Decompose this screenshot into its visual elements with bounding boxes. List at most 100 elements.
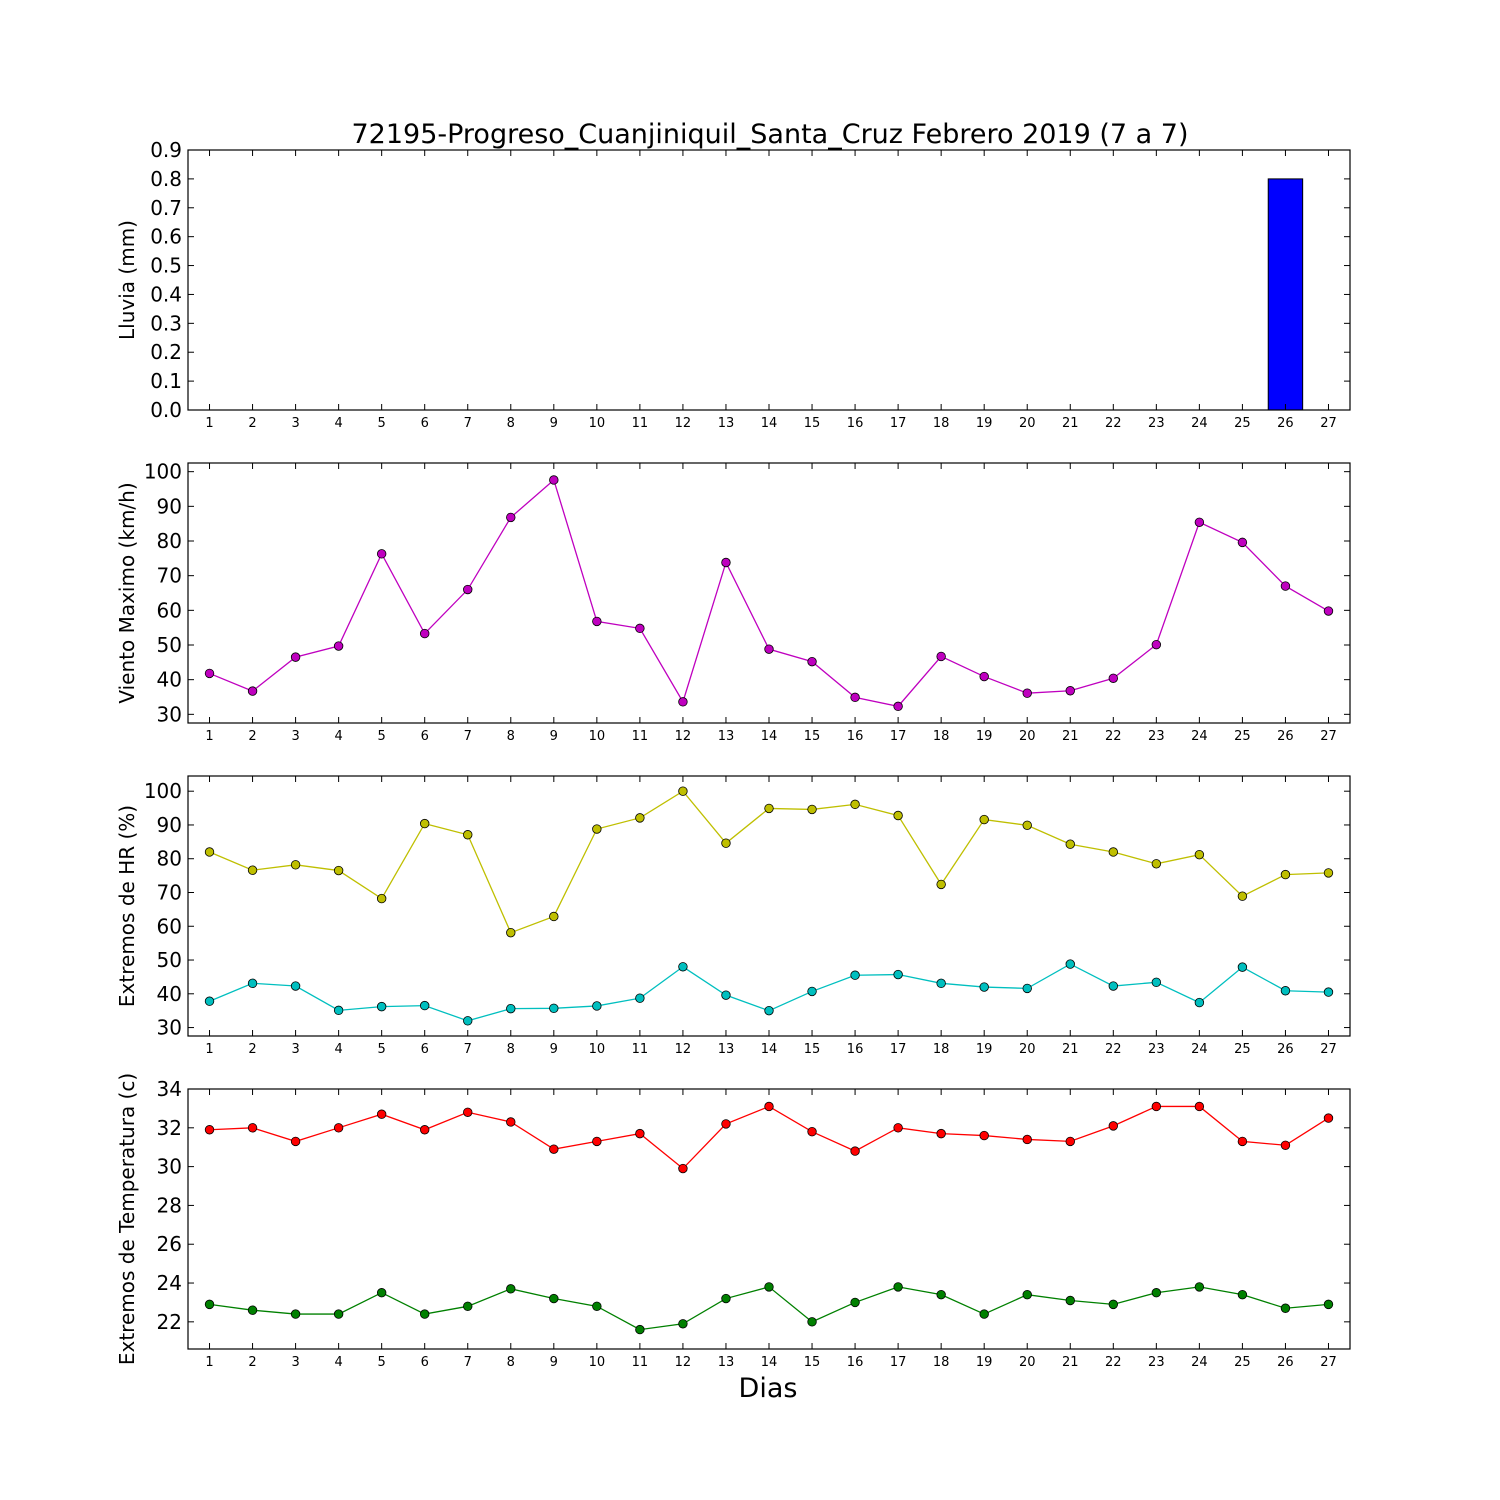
series-1-point-day-20 <box>1022 820 1032 830</box>
x-tick-label: 19 <box>976 1355 993 1370</box>
series-1-point-day-23 <box>1151 639 1162 650</box>
series-1-point-day-4 <box>333 1123 344 1133</box>
series-2-point-day-10 <box>592 1001 602 1011</box>
series-1-point-day-16 <box>850 799 860 810</box>
x-tick-label: 27 <box>1320 416 1337 431</box>
y-tick-label: 28 <box>157 1193 182 1217</box>
x-tick-label: 21 <box>1062 729 1079 744</box>
y-axis-label: Viento Maximo (km/h) <box>115 482 139 703</box>
y-tick-label: 0.9 <box>150 138 182 162</box>
series-2-point-day-7 <box>463 1016 473 1026</box>
series-1-point-day-7 <box>463 830 473 840</box>
series-1-point-day-23 <box>1151 859 1162 869</box>
series-1-point-day-18 <box>936 1128 946 1139</box>
x-tick-label: 13 <box>718 1042 735 1057</box>
y-tick-label: 0.6 <box>150 225 182 249</box>
x-tick-label: 2 <box>248 1042 256 1057</box>
x-tick-label: 18 <box>933 416 950 431</box>
series-1-point-day-3 <box>290 652 301 662</box>
x-tick-label: 21 <box>1062 1042 1079 1057</box>
series-2-point-day-15 <box>807 1317 817 1327</box>
series-2-point-day-25 <box>1237 1289 1248 1300</box>
bar-day-26 <box>1267 178 1304 411</box>
x-tick-label: 22 <box>1105 416 1122 431</box>
series-2-point-day-1 <box>204 1299 215 1310</box>
series-1-point-day-21 <box>1065 839 1075 849</box>
x-tick-label: 13 <box>718 729 735 744</box>
x-tick-label: 5 <box>378 729 386 744</box>
y-tick-label: 34 <box>157 1077 182 1101</box>
series-1-point-day-13 <box>721 557 731 568</box>
series-2-point-day-16 <box>850 1297 860 1308</box>
x-tick-label: 10 <box>589 1042 606 1057</box>
x-tick-label: 15 <box>804 729 821 744</box>
x-tick-label: 18 <box>933 729 950 744</box>
series-1-point-day-21 <box>1065 1136 1075 1147</box>
y-tick-label: 32 <box>157 1116 182 1140</box>
x-tick-label: 10 <box>589 1355 606 1370</box>
series-1-point-day-5 <box>376 1109 387 1119</box>
series-1-point-day-16 <box>850 1146 860 1156</box>
series-2-point-day-4 <box>333 1005 344 1016</box>
series-1-point-day-2 <box>247 1123 258 1133</box>
series-2-point-day-23 <box>1151 1288 1162 1298</box>
series-1-point-day-19 <box>979 671 989 682</box>
series-2-point-day-2 <box>247 1305 258 1315</box>
series-1-point-day-11 <box>635 623 645 634</box>
series-1-point-day-1 <box>204 1125 215 1135</box>
series-1-point-day-8 <box>506 927 516 938</box>
series-2-point-day-20 <box>1022 1289 1032 1300</box>
series-1-point-day-8 <box>506 512 516 523</box>
x-tick-label: 25 <box>1234 416 1251 431</box>
x-tick-label: 17 <box>890 729 907 744</box>
x-tick-label: 26 <box>1277 416 1294 431</box>
series-1-point-day-8 <box>506 1117 516 1127</box>
series-1-point-day-22 <box>1108 673 1118 683</box>
x-tick-label: 10 <box>589 416 606 431</box>
x-tick-label: 13 <box>718 416 735 431</box>
series-2-point-day-23 <box>1151 977 1162 988</box>
series-2-point-day-11 <box>635 993 645 1003</box>
x-tick-label: 16 <box>847 1355 864 1370</box>
series-1-point-day-26 <box>1280 1140 1291 1150</box>
panel-2: 1 2 3 4 5 6 7 8 9 10 11 12 13 14 15 16 17 18 19 20 21 22 23 24 2… <box>115 460 1351 744</box>
series-1-point-day-12 <box>678 786 688 796</box>
x-axis-label: Dias <box>739 1373 798 1404</box>
series-1-point-day-6 <box>420 1125 430 1135</box>
x-tick-label: 3 <box>291 1355 299 1370</box>
x-tick-label: 7 <box>464 1355 472 1370</box>
plot-frame <box>187 1088 1351 1350</box>
series-2-point-day-20 <box>1022 983 1032 994</box>
x-tick-label: 2 <box>248 1355 256 1370</box>
x-tick-label: 8 <box>507 416 515 431</box>
series-1-point-day-26 <box>1280 581 1291 591</box>
x-tick-label: 22 <box>1105 729 1122 744</box>
x-tick-label: 25 <box>1234 1042 1251 1057</box>
series-2-point-day-17 <box>893 1282 903 1292</box>
x-tick-label: 4 <box>334 416 342 431</box>
series-1-point-day-6 <box>420 818 430 829</box>
x-tick-label: 26 <box>1277 1042 1294 1057</box>
series-2-point-day-12 <box>678 962 688 972</box>
y-tick-label: 50 <box>157 948 182 972</box>
series-1-point-day-4 <box>333 641 344 651</box>
series-1-point-day-14 <box>764 644 774 654</box>
x-tick-label: 5 <box>378 1355 386 1370</box>
y-tick-label: 90 <box>157 813 182 837</box>
series-1-point-day-25 <box>1237 537 1248 548</box>
x-tick-label: 24 <box>1191 1355 1208 1370</box>
x-tick-label: 19 <box>976 1042 993 1057</box>
series-1-point-day-11 <box>635 813 645 823</box>
plot-frame <box>187 775 1351 1037</box>
panel-3: 1 2 3 4 5 6 7 8 9 10 11 12 13 14 15 16 17 18 19 20 21 22 23 24 2… <box>115 775 1351 1057</box>
plot-frame <box>187 149 1351 411</box>
x-tick-label: 3 <box>291 729 299 744</box>
x-tick-label: 17 <box>890 416 907 431</box>
y-tick-label: 0.5 <box>150 254 182 278</box>
series-2-point-day-9 <box>549 1293 559 1304</box>
y-tick-label: 70 <box>157 564 182 588</box>
x-tick-label: 20 <box>1019 416 1036 431</box>
series-2-point-day-19 <box>979 1309 989 1319</box>
x-tick-label: 19 <box>976 416 993 431</box>
x-tick-label: 7 <box>464 416 472 431</box>
